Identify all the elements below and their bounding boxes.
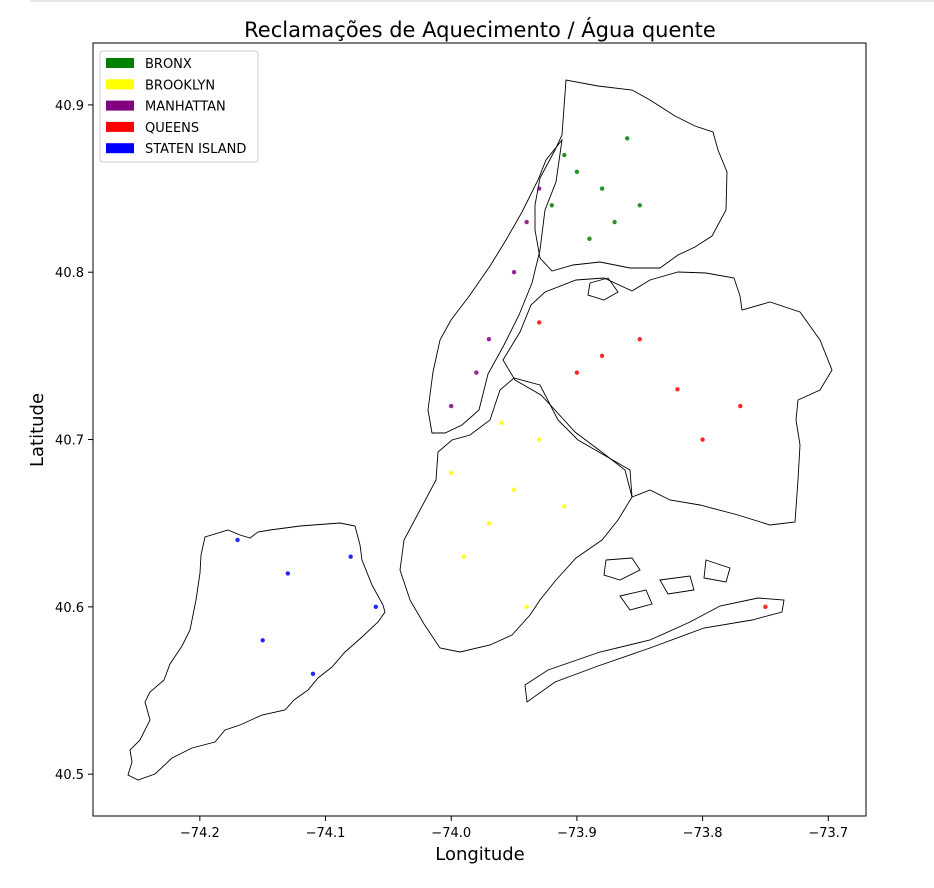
data-point xyxy=(537,320,542,325)
plot-frame xyxy=(92,42,867,817)
x-tick-label: −74.2 xyxy=(180,826,220,841)
data-point xyxy=(235,537,240,543)
x-tick-label: −73.9 xyxy=(557,826,597,841)
bronx-outline xyxy=(534,79,728,272)
y-axis-ticks: 40.5 40.6 40.7 40.8 40.9 xyxy=(55,99,93,783)
data-point xyxy=(511,487,517,492)
data-point xyxy=(624,136,630,141)
data-point xyxy=(763,604,768,610)
x-tick-label: −73.7 xyxy=(808,826,848,841)
data-point xyxy=(499,420,504,426)
data-point xyxy=(537,437,542,442)
legend-swatch xyxy=(106,58,134,68)
data-point xyxy=(260,638,265,643)
top-rule xyxy=(30,0,934,2)
data-point xyxy=(599,186,605,191)
data-point xyxy=(637,203,642,208)
y-tick-label: 40.5 xyxy=(55,768,84,783)
data-point xyxy=(310,671,316,676)
y-tick-label: 40.7 xyxy=(55,434,84,449)
data-point xyxy=(562,504,567,509)
data-point xyxy=(373,604,379,610)
y-tick-label: 40.9 xyxy=(55,99,84,114)
data-point xyxy=(449,470,454,476)
data-point xyxy=(486,336,492,342)
series-brooklyn xyxy=(449,420,567,610)
legend-swatch xyxy=(106,143,134,154)
series-manhattan xyxy=(449,186,542,409)
data-point xyxy=(612,219,617,225)
data-point xyxy=(461,554,466,559)
jamaica-bay-islands xyxy=(603,557,731,611)
legend-swatch xyxy=(106,100,134,111)
complaint-points xyxy=(235,136,768,676)
legend-label: BROOKLYN xyxy=(145,78,215,93)
riker-island xyxy=(587,277,619,301)
series-bronx xyxy=(549,136,642,241)
rockaway-outline xyxy=(524,597,785,703)
x-tick-label: −74.1 xyxy=(306,826,346,841)
x-axis-ticks: −74.2 −74.1 −74.0 −73.9 −73.8 −73.7 xyxy=(180,816,848,841)
legend-label: MANHATTAN xyxy=(145,100,226,115)
data-point xyxy=(574,370,580,375)
data-point xyxy=(675,387,680,392)
data-point xyxy=(700,437,705,442)
staten-island-outline xyxy=(127,522,386,781)
legend-label: QUEENS xyxy=(145,121,199,136)
legend-swatch xyxy=(106,121,134,132)
legend-label: BRONX xyxy=(145,57,192,72)
legend-label: STATEN ISLAND xyxy=(145,142,246,157)
data-point xyxy=(449,403,454,409)
queens-outline xyxy=(502,271,833,526)
data-point xyxy=(537,186,542,191)
series-queens xyxy=(537,320,768,610)
data-point xyxy=(574,169,580,175)
manhattan-outline xyxy=(427,138,563,434)
data-point xyxy=(524,604,529,610)
data-point xyxy=(524,219,529,225)
x-tick-label: −74.0 xyxy=(431,826,471,841)
data-point xyxy=(587,236,592,241)
chart-title: Reclamações de Aquecimento / Água quente xyxy=(244,17,716,42)
data-point xyxy=(348,554,353,559)
series-staten-island xyxy=(235,537,379,676)
x-tick-label: −73.8 xyxy=(683,826,723,841)
data-point xyxy=(738,403,743,409)
data-point xyxy=(637,336,642,342)
data-point xyxy=(285,571,291,576)
data-point xyxy=(511,270,517,275)
y-axis-label: Latitude xyxy=(27,393,48,467)
legend-frame xyxy=(99,50,259,163)
y-tick-label: 40.6 xyxy=(55,601,84,616)
y-tick-label: 40.8 xyxy=(55,266,84,281)
legend: BRONX BROOKLYN MANHATTAN QUEENS STATEN ISLAN… xyxy=(99,50,259,163)
plot-area xyxy=(92,42,867,817)
data-point xyxy=(549,203,554,208)
borough-outlines xyxy=(127,79,833,781)
data-point xyxy=(599,353,605,359)
legend-swatch xyxy=(106,79,134,90)
data-point xyxy=(486,520,492,526)
brooklyn-outline xyxy=(399,377,633,653)
data-point xyxy=(474,370,479,375)
x-axis-label: Longitude xyxy=(435,844,525,865)
data-point xyxy=(562,152,567,158)
